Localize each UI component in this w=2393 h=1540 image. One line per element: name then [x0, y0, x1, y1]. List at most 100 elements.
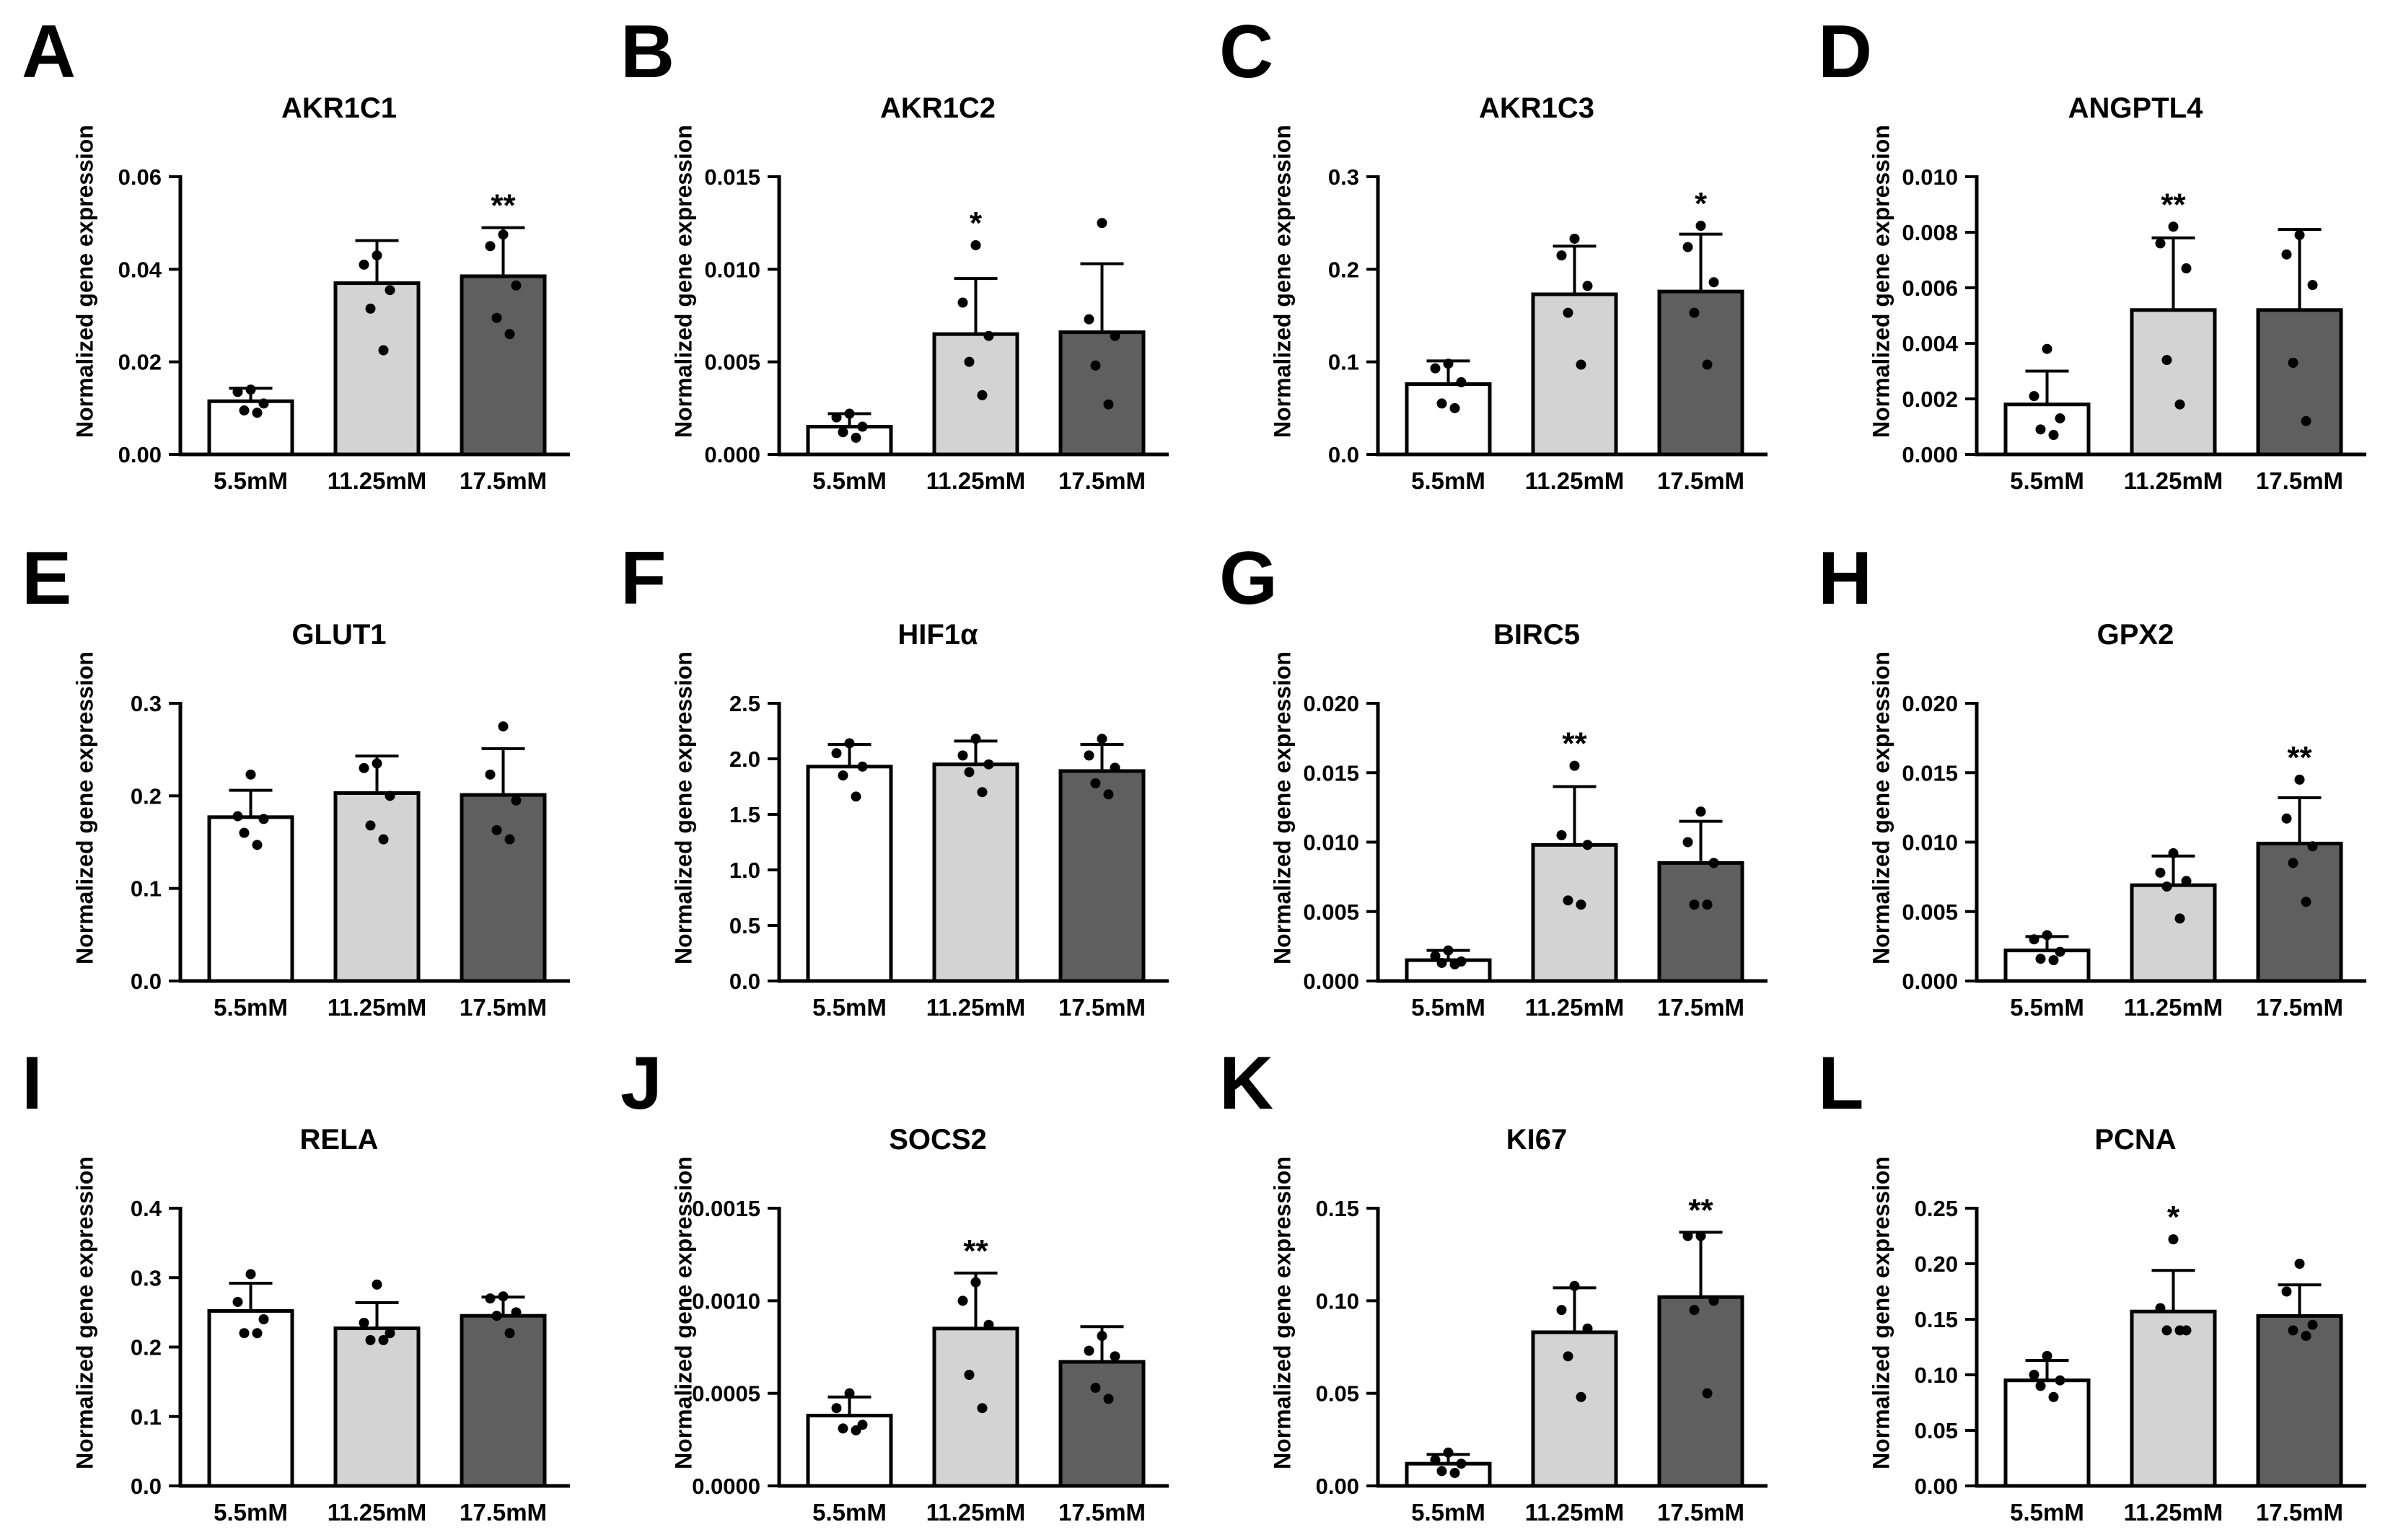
data-point	[1103, 399, 1114, 410]
chart-panel-h: H GPX2 Normalized gene expression 5.5mM 11.2…	[1796, 527, 2374, 1024]
chart-canvas: 5.5mM * 11.25mM 17.5mM 0.000 0.005 0.010 0.015	[704, 164, 1169, 494]
y-tick-label: 0.2	[131, 1335, 162, 1360]
data-point	[964, 356, 975, 367]
data-point	[485, 769, 496, 780]
data-point	[1689, 1305, 1700, 1316]
chart-title: GPX2	[2096, 619, 2174, 651]
data-point	[1084, 314, 1094, 325]
y-tick-label: 0.0000	[692, 1474, 760, 1499]
data-point	[2307, 1319, 2318, 1330]
y-tick-label: 0.015	[704, 164, 760, 190]
data-point	[2035, 1381, 2046, 1391]
chart-panel-c: C AKR1C3 Normalized gene expression 5.5mM 11…	[1198, 0, 1775, 498]
chart-panel-b: B AKR1C2 Normalized gene expression 5.5mM * 1…	[599, 0, 1176, 498]
data-point	[1090, 1382, 1101, 1393]
y-tick-label: 0.002	[1902, 387, 1958, 412]
data-point	[2288, 1325, 2298, 1336]
x-tick-label: 17.5mM	[2256, 1499, 2343, 1526]
data-point	[1436, 398, 1447, 409]
data-point	[1569, 233, 1580, 244]
data-point	[857, 421, 868, 432]
y-tick-label: 0.000	[1303, 969, 1359, 994]
data-point	[2048, 430, 2059, 441]
panel-letter: L	[1818, 1042, 1864, 1125]
y-tick-label: 0.1	[1328, 350, 1359, 375]
x-tick-label: 5.5mM	[812, 994, 887, 1021]
y-tick-label: 0.2	[131, 783, 162, 809]
data-point	[232, 811, 243, 822]
data-point	[511, 1307, 522, 1318]
y-tick-label: 0.000	[1902, 442, 1958, 467]
y-tick-label: 0.000	[1902, 969, 1958, 994]
data-point	[1097, 218, 1107, 229]
data-point	[1436, 957, 1447, 968]
x-tick-label: 5.5mM	[2010, 1499, 2084, 1526]
bar	[460, 274, 547, 457]
y-tick-label: 0.25	[1915, 1196, 1958, 1221]
y-tick-label: 0.20	[1915, 1251, 1958, 1277]
x-tick-label: 17.5mM	[1657, 1499, 1744, 1526]
y-tick-label: 0.0	[729, 969, 760, 994]
chart-canvas: 5.5mM 11.25mM 17.5mM 0.0 0.1 0.2 0.3	[131, 691, 570, 1021]
data-point	[957, 1295, 968, 1306]
significance-mark: *	[2167, 1200, 2180, 1235]
y-tick-label: 0.010	[704, 257, 760, 282]
y-tick-label: 0.0	[131, 1474, 162, 1499]
y-tick-label: 0.020	[1902, 691, 1958, 716]
data-point	[239, 405, 250, 416]
data-point	[844, 408, 855, 419]
data-point	[838, 427, 848, 438]
data-point	[2168, 1234, 2179, 1245]
data-point	[831, 1403, 842, 1414]
data-point	[1443, 358, 1454, 369]
x-tick-label: 5.5mM	[1411, 1499, 1485, 1526]
data-point	[2168, 221, 2179, 232]
data-point	[2174, 913, 2185, 924]
y-tick-label: 0.004	[1902, 331, 1958, 356]
panel-letter: E	[22, 537, 72, 620]
y-tick-label: 0.2	[1328, 257, 1359, 282]
data-point	[258, 398, 269, 409]
data-point	[1702, 359, 1713, 370]
data-point	[1456, 377, 1467, 387]
x-tick-label: 5.5mM	[812, 1499, 887, 1526]
data-point	[252, 1328, 263, 1339]
bar	[2003, 949, 2091, 983]
chart-panel-e: E GLUT1 Normalized gene expression 5.5mM 11.…	[0, 527, 577, 1024]
data-point	[1097, 1331, 1107, 1342]
y-tick-label: 0.06	[118, 164, 162, 190]
data-point	[491, 824, 502, 835]
data-point	[1097, 734, 1107, 744]
data-point	[359, 259, 369, 270]
panel-letter: J	[620, 1042, 662, 1125]
y-tick-label: 0.0010	[692, 1288, 760, 1314]
y-tick-label: 0.05	[1316, 1381, 1359, 1407]
bar	[1657, 861, 1744, 983]
data-point	[2161, 355, 2172, 366]
chart-title: KI67	[1506, 1124, 1568, 1156]
x-tick-label: 17.5mM	[460, 994, 547, 1021]
data-point	[964, 767, 975, 778]
data-point	[1456, 1458, 1467, 1469]
panel-letter: F	[620, 537, 667, 620]
data-point	[1582, 281, 1593, 291]
data-point	[504, 834, 515, 845]
chart-canvas: 5.5mM ** 11.25mM 17.5mM 0.000 0.005 0.010 0.015…	[1303, 691, 1768, 1021]
data-point	[511, 280, 522, 291]
data-point	[1695, 221, 1706, 232]
data-point	[365, 1334, 376, 1345]
y-tick-label: 0.010	[1902, 164, 1958, 190]
data-point	[378, 1334, 389, 1345]
bar	[2130, 308, 2217, 457]
data-point	[1563, 307, 1573, 318]
chart-title: AKR1C1	[281, 92, 398, 124]
x-tick-label: 11.25mM	[1525, 994, 1625, 1021]
data-point	[851, 1425, 861, 1435]
chart-panel-l: L PCNA Normalized gene expression 5.5mM * 11.…	[1796, 1031, 2374, 1529]
data-point	[1103, 789, 1114, 800]
data-point	[491, 1311, 502, 1321]
x-tick-label: 5.5mM	[1411, 467, 1485, 494]
data-point	[1689, 307, 1700, 318]
data-point	[1576, 899, 1586, 910]
